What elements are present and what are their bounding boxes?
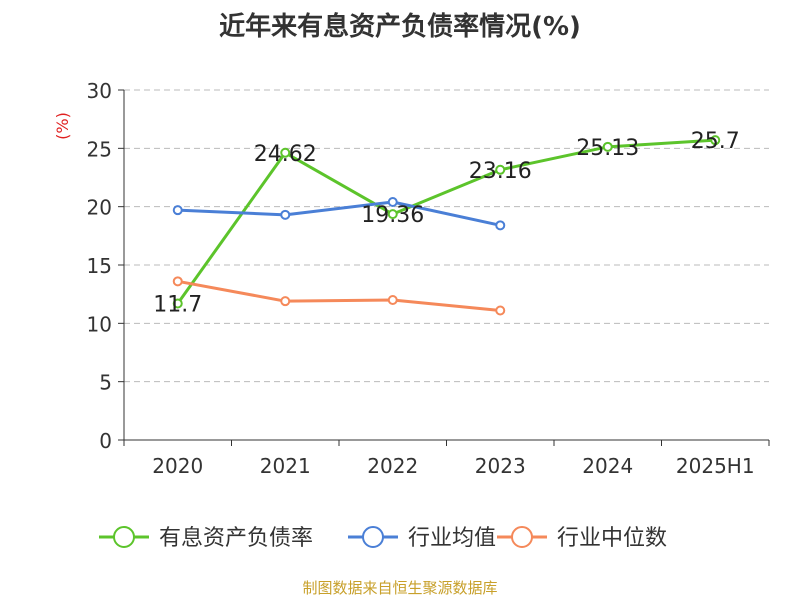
data-point: [387, 295, 398, 305]
gridlines: [124, 89, 769, 383]
legend-marker: [113, 526, 135, 548]
data-point: [172, 276, 183, 287]
y-tick-label: 5: [99, 371, 112, 395]
data-point: [387, 197, 398, 207]
chart-title: 近年来有息资产负债率情况(%): [219, 12, 581, 42]
legend-label: 有息资产负债率: [159, 526, 313, 551]
data-point: [602, 141, 613, 152]
data-label: 24.62: [254, 142, 317, 167]
data-point: [495, 164, 506, 175]
data-point: [172, 298, 183, 309]
y-tick-label: 10: [87, 312, 112, 336]
x-tick-label: 2024: [582, 454, 633, 478]
data-label: 23.16: [469, 159, 532, 184]
x-tick-label: 2025H1: [676, 454, 755, 478]
data-point: [280, 209, 291, 220]
data-point: [280, 147, 291, 158]
legend-marker: [511, 526, 533, 548]
y-tick-label: 20: [87, 196, 112, 220]
data-point: [172, 205, 183, 216]
legend-label: 行业均值: [408, 526, 496, 551]
source-note: 制图数据来自恒生聚源数据库: [302, 579, 498, 597]
data-point: [387, 209, 398, 220]
x-tick-label: 2020: [152, 454, 203, 478]
legend-marker: [362, 526, 384, 548]
data-point: [495, 220, 506, 231]
data-labels: 11.7 24.62 19.36 23.16 25.13 25.7: [153, 129, 739, 317]
data-point: [710, 135, 721, 146]
data-label: 19.36: [361, 203, 424, 228]
data-point: [495, 305, 506, 316]
y-tick-label: 25: [87, 137, 112, 161]
series: [172, 135, 721, 316]
data-label: 11.7: [153, 293, 202, 318]
legend: 有息资产负债率 行业均值 行业中位数: [99, 526, 667, 551]
x-tick-label: 2021: [260, 454, 311, 478]
series-line-1: [177, 200, 501, 227]
series-line-0: [176, 138, 716, 305]
x-tick-label: 2023: [475, 454, 526, 478]
data-label: 25.13: [576, 136, 639, 161]
legend-label: 行业中位数: [557, 526, 667, 551]
y-tick-label: 30: [87, 79, 112, 103]
axes: 0 5 10 15 20 25 30 2020 2021 2022 2023 2024 2025H1: [87, 79, 770, 478]
data-point: [280, 296, 291, 307]
y-tick-label: 15: [87, 254, 112, 278]
series-line-2: [177, 279, 501, 312]
x-tick-label: 2022: [367, 454, 418, 478]
y-axis-label: (%): [53, 112, 72, 140]
y-tick-label: 0: [99, 429, 112, 453]
data-label: 25.7: [691, 129, 740, 154]
